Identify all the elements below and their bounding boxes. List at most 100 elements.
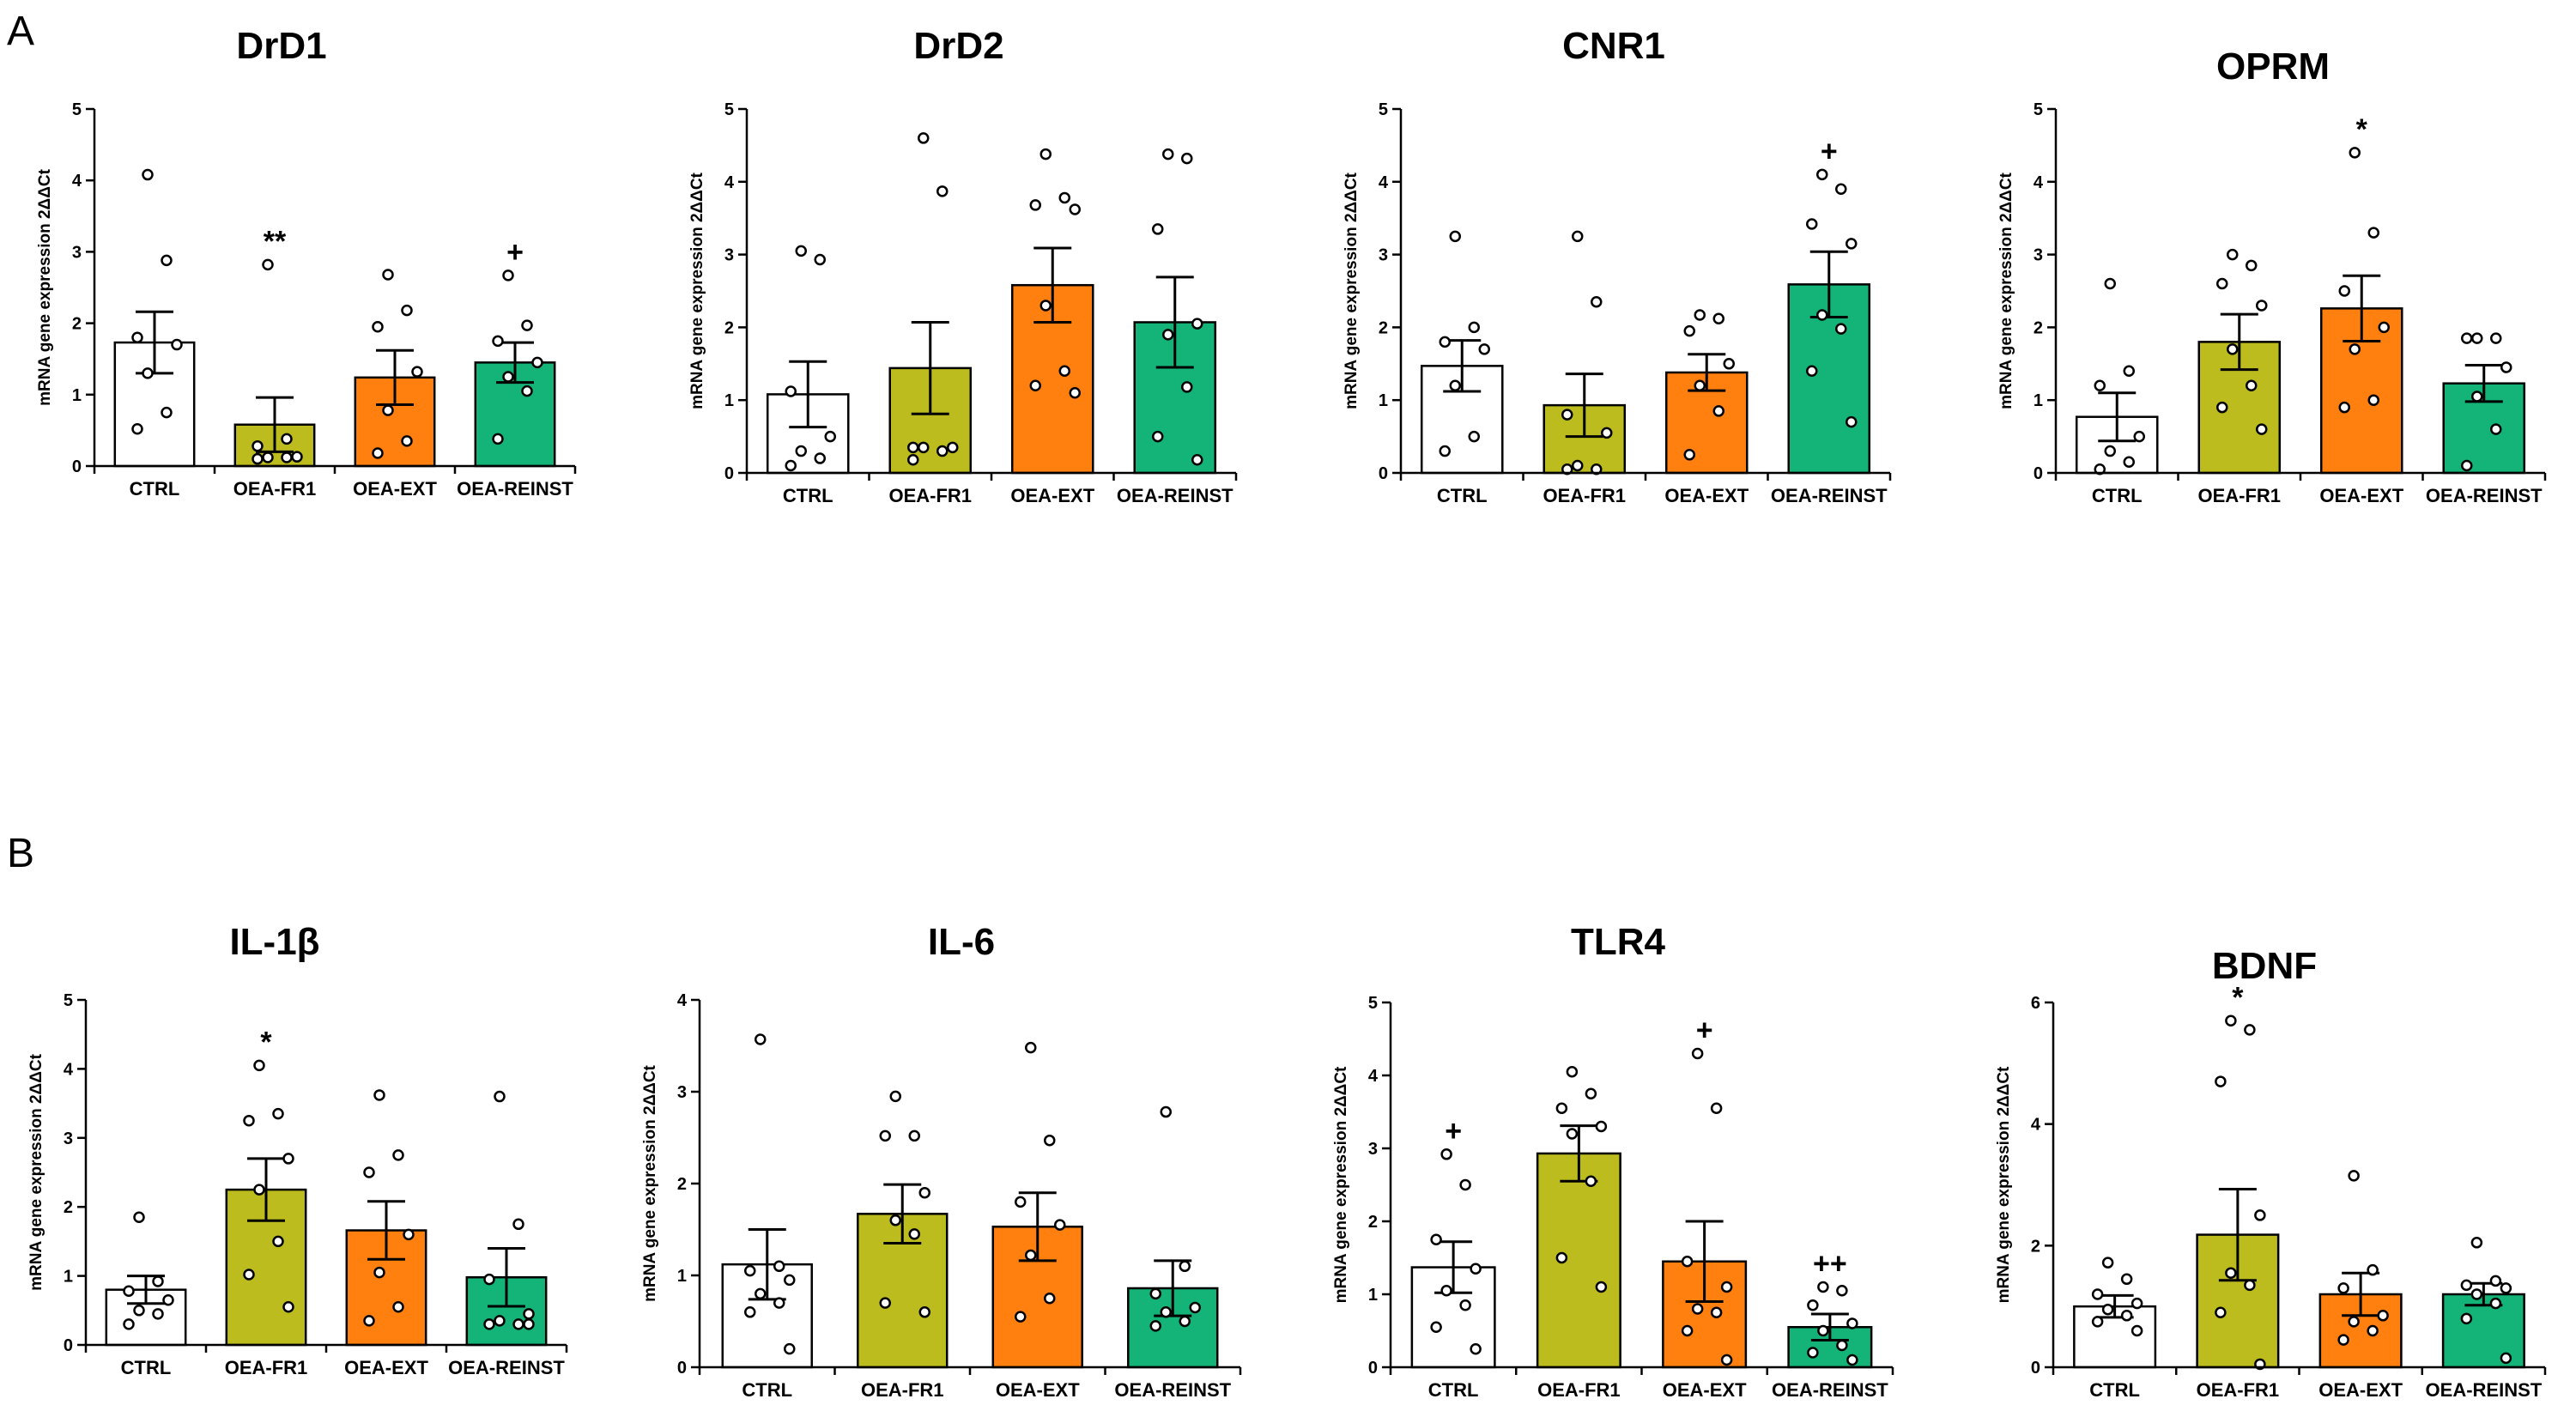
data-point bbox=[1459, 1299, 1471, 1311]
y-axis-label: mRNA gene expression 2ΔΔCt bbox=[1332, 1066, 1350, 1303]
data-point bbox=[152, 1275, 164, 1287]
data-point bbox=[401, 435, 413, 447]
data-point bbox=[252, 452, 264, 465]
data-point bbox=[2256, 423, 2268, 435]
y-tick-label: 2 bbox=[724, 318, 734, 337]
data-point bbox=[936, 445, 949, 457]
data-point bbox=[281, 451, 293, 463]
data-point bbox=[272, 1235, 284, 1248]
data-point bbox=[1440, 1285, 1452, 1297]
significance-label: + bbox=[1445, 1115, 1462, 1148]
data-point bbox=[784, 1342, 796, 1355]
data-point bbox=[814, 452, 826, 464]
data-point bbox=[281, 433, 293, 445]
data-point bbox=[1816, 168, 1828, 181]
chart-title: IL-1β bbox=[229, 921, 319, 963]
y-tick-label: 3 bbox=[72, 243, 82, 262]
data-point bbox=[2246, 379, 2258, 391]
data-point bbox=[1683, 324, 1695, 337]
y-tick-label: 2 bbox=[2031, 1237, 2040, 1256]
y-axis-label: mRNA gene expression 2ΔΔCt bbox=[688, 172, 706, 409]
chart-title: OPRM bbox=[2216, 45, 2330, 88]
data-point bbox=[1015, 1311, 1027, 1323]
data-point bbox=[1162, 329, 1174, 341]
data-point bbox=[918, 1186, 930, 1199]
x-tick-label: CTRL bbox=[1428, 1379, 1479, 1401]
data-point bbox=[1710, 1306, 1723, 1318]
data-point bbox=[908, 1228, 920, 1240]
data-point bbox=[1478, 343, 1490, 355]
chart-title: DrD1 bbox=[236, 25, 326, 67]
data-point bbox=[2489, 1297, 2502, 1310]
y-tick-label: 3 bbox=[1368, 1140, 1378, 1159]
x-tick-label: OEA-REINST bbox=[448, 1357, 565, 1378]
data-point bbox=[2123, 456, 2135, 469]
data-point bbox=[1720, 1353, 1733, 1366]
y-tick-label: 4 bbox=[2034, 173, 2044, 192]
data-point bbox=[483, 1273, 495, 1286]
data-point bbox=[1816, 309, 1828, 321]
data-point bbox=[2244, 1024, 2256, 1036]
x-tick-label: OEA-REINST bbox=[2426, 1379, 2543, 1401]
significance-label: + bbox=[506, 236, 524, 269]
data-point bbox=[1807, 1299, 1819, 1311]
data-point bbox=[382, 269, 394, 281]
data-point bbox=[1160, 1306, 1172, 1318]
data-point bbox=[1470, 1343, 1482, 1355]
significance-label: ** bbox=[264, 225, 287, 257]
data-point bbox=[2349, 343, 2361, 355]
x-tick-label: CTRL bbox=[2092, 485, 2143, 506]
data-point bbox=[2131, 1324, 2143, 1337]
data-point bbox=[2227, 343, 2239, 355]
data-point bbox=[784, 1274, 796, 1287]
data-point bbox=[1160, 1105, 1172, 1118]
data-point bbox=[755, 1287, 767, 1300]
data-point bbox=[889, 1214, 901, 1226]
significance-label: * bbox=[260, 1026, 272, 1058]
data-point bbox=[1058, 191, 1070, 204]
data-point bbox=[161, 254, 173, 267]
y-tick-label: 3 bbox=[724, 246, 734, 265]
data-point bbox=[744, 1306, 756, 1318]
y-tick-label: 1 bbox=[2034, 391, 2043, 410]
data-point bbox=[2216, 401, 2228, 414]
significance-label: * bbox=[2356, 113, 2368, 146]
data-point bbox=[2367, 1263, 2379, 1276]
data-point bbox=[1561, 409, 1573, 421]
data-point bbox=[1683, 449, 1695, 461]
data-point bbox=[133, 1305, 145, 1317]
chart-title: BDNF bbox=[2212, 945, 2317, 987]
data-point bbox=[918, 441, 930, 454]
data-point bbox=[2216, 277, 2228, 290]
data-point bbox=[1681, 1256, 1694, 1268]
y-tick-label: 5 bbox=[1379, 100, 1388, 119]
significance-label: + bbox=[1696, 1014, 1713, 1047]
x-tick-label: OEA-REINST bbox=[1772, 1379, 1888, 1401]
data-point bbox=[907, 441, 919, 454]
data-point bbox=[795, 445, 807, 457]
data-point bbox=[1712, 312, 1724, 324]
data-point bbox=[2471, 391, 2483, 403]
data-point bbox=[523, 1308, 535, 1320]
chart-title: CNR1 bbox=[1562, 25, 1665, 67]
data-point bbox=[392, 1301, 404, 1313]
data-point bbox=[1162, 148, 1174, 160]
panel-a-letter: A bbox=[7, 9, 34, 54]
y-tick-label: 2 bbox=[1368, 1213, 1378, 1232]
data-point bbox=[133, 1211, 145, 1224]
y-tick-label: 0 bbox=[64, 1336, 73, 1355]
data-point bbox=[1566, 1128, 1579, 1140]
data-point bbox=[1189, 1301, 1201, 1314]
data-point bbox=[1846, 1353, 1858, 1366]
data-point bbox=[1029, 379, 1041, 391]
data-point bbox=[1585, 1087, 1597, 1099]
y-tick-label: 3 bbox=[677, 1083, 687, 1102]
data-point bbox=[253, 1184, 265, 1196]
data-point bbox=[814, 253, 826, 266]
x-tick-label: OEA-EXT bbox=[344, 1357, 428, 1378]
data-point bbox=[2367, 394, 2379, 406]
y-tick-label: 2 bbox=[1379, 318, 1388, 337]
data-point bbox=[1191, 318, 1203, 330]
data-point bbox=[1712, 405, 1724, 417]
